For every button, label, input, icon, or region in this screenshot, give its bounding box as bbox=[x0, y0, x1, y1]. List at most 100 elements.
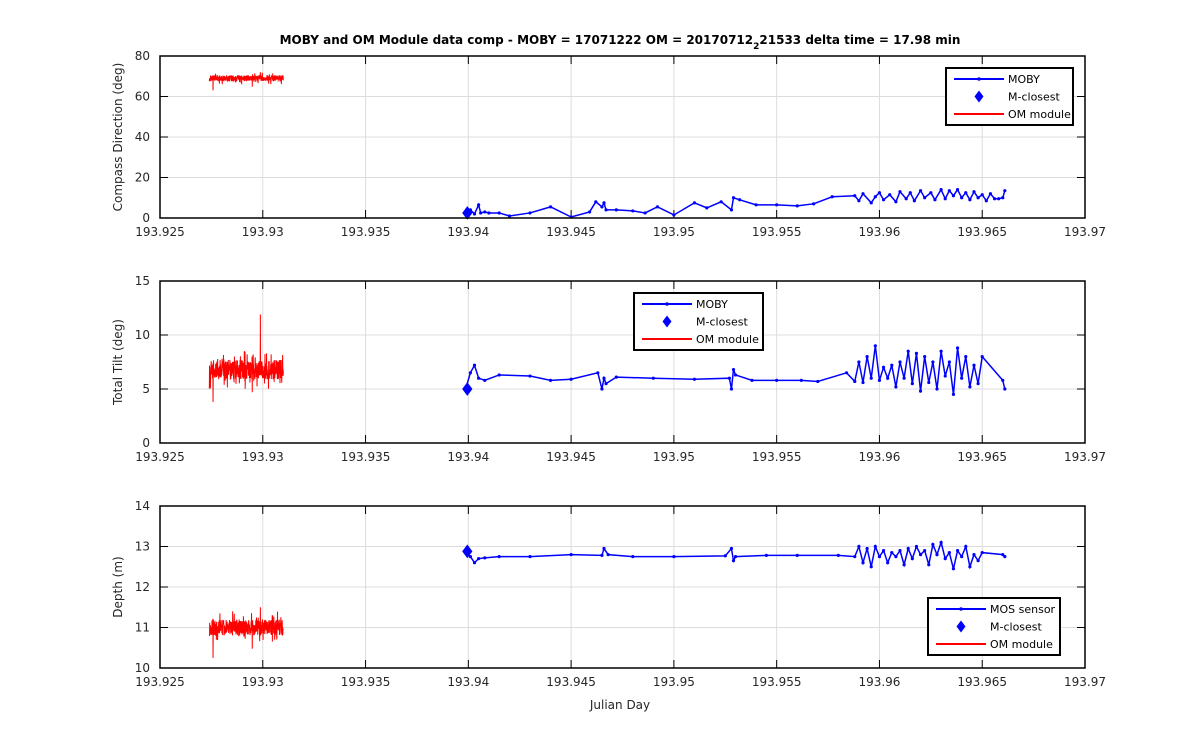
x-tick-label: 193.97 bbox=[1064, 225, 1106, 239]
moby-point bbox=[988, 192, 993, 196]
mos-sensor-point bbox=[764, 553, 768, 558]
moby-point bbox=[857, 199, 861, 203]
moby-point bbox=[923, 196, 927, 200]
mos-sensor-point bbox=[1003, 555, 1007, 559]
y-axis-label: Total Tilt (deg) bbox=[111, 319, 125, 406]
moby-point bbox=[483, 210, 487, 214]
moby-point bbox=[479, 211, 483, 215]
m-closest-marker bbox=[462, 382, 473, 396]
moby-point bbox=[655, 205, 660, 209]
x-tick-label: 193.935 bbox=[341, 675, 391, 689]
title-tail: 21533 delta time = 17.98 min bbox=[759, 33, 960, 47]
x-tick-label: 193.945 bbox=[546, 675, 596, 689]
mos-sensor-point bbox=[733, 555, 738, 559]
title-subscript: 2 bbox=[753, 42, 759, 52]
x-tick-label: 193.955 bbox=[752, 675, 802, 689]
moby-point bbox=[927, 380, 931, 385]
x-tick-label: 193.945 bbox=[546, 450, 596, 464]
moby-point bbox=[890, 363, 894, 367]
mos-sensor-point bbox=[672, 555, 676, 559]
moby-point bbox=[731, 196, 736, 200]
x-tick-label: 193.925 bbox=[135, 675, 185, 689]
moby-point bbox=[908, 191, 912, 195]
mos-sensor-point bbox=[906, 546, 910, 551]
moby-point bbox=[939, 349, 943, 353]
y-axis-label: Compass Direction (deg) bbox=[111, 63, 125, 212]
mos-sensor-point bbox=[528, 555, 532, 559]
mos-sensor-point bbox=[483, 556, 487, 560]
moby-point bbox=[602, 201, 606, 205]
mos-sensor-point bbox=[861, 561, 865, 565]
moby-point bbox=[902, 376, 906, 380]
moby-point bbox=[984, 199, 988, 203]
mos-sensor-point bbox=[927, 563, 931, 567]
moby-point bbox=[487, 211, 491, 215]
y-tick-label: 5 bbox=[142, 382, 150, 396]
mos-sensor-point bbox=[931, 542, 935, 547]
moby-point bbox=[886, 376, 890, 380]
moby-point bbox=[960, 376, 964, 380]
x-tick-label: 193.95 bbox=[653, 675, 695, 689]
mos-sensor-point bbox=[795, 553, 799, 558]
moby-point bbox=[775, 378, 779, 382]
legend: MOBY M-closest OM module bbox=[945, 67, 1074, 126]
mos-sensor-point bbox=[836, 553, 840, 558]
moby-point bbox=[1001, 378, 1005, 382]
moby-point bbox=[955, 188, 960, 192]
x-tick-label: 193.96 bbox=[858, 675, 900, 689]
moby-point bbox=[861, 380, 865, 385]
mos-sensor-point bbox=[723, 554, 727, 558]
moby-point bbox=[830, 195, 834, 199]
moby-point bbox=[497, 373, 501, 377]
mos-sensor-point bbox=[857, 544, 861, 549]
moby-point bbox=[472, 363, 477, 367]
moby-point bbox=[731, 367, 736, 372]
y-tick-label: 80 bbox=[135, 49, 150, 63]
moby-point bbox=[705, 206, 709, 210]
depth-subplot: 193.925 193.93 193.935 193.94 193.945 193.95 1… bbox=[111, 499, 1106, 689]
moby-point bbox=[600, 205, 604, 209]
mos-sensor-point bbox=[980, 550, 984, 555]
mos-sensor-point bbox=[881, 548, 886, 553]
moby-point bbox=[933, 198, 937, 202]
y-tick-label: 10 bbox=[135, 328, 150, 342]
mos-sensor-point bbox=[877, 555, 882, 559]
legend-mos-sensor-label: MOS sensor bbox=[990, 603, 1056, 616]
mos-sensor-point bbox=[853, 555, 857, 559]
mos-sensor-point bbox=[955, 548, 960, 553]
legend-mos-sensor-dot bbox=[959, 607, 963, 611]
moby-point bbox=[604, 382, 608, 386]
moby-point bbox=[816, 379, 820, 384]
plot-area bbox=[160, 281, 1085, 443]
moby-point bbox=[812, 202, 816, 206]
mos-sensor-point bbox=[886, 561, 890, 565]
moby-point bbox=[929, 191, 933, 195]
legend-m-closest-marker bbox=[974, 90, 984, 103]
x-tick-label: 193.93 bbox=[242, 675, 284, 689]
x-tick-label: 193.95 bbox=[653, 450, 695, 464]
moby-point bbox=[497, 211, 501, 215]
moby-point bbox=[853, 379, 857, 384]
mos-sensor-point bbox=[935, 553, 939, 557]
x-tick-label: 193.96 bbox=[858, 450, 900, 464]
moby-point bbox=[594, 200, 598, 204]
moby-point bbox=[548, 378, 553, 382]
moby-point bbox=[888, 193, 892, 197]
y-tick-label: 20 bbox=[135, 171, 150, 185]
y-tick-label: 10 bbox=[135, 661, 150, 675]
moby-point bbox=[935, 387, 939, 391]
x-tick-label: 193.96 bbox=[858, 225, 900, 239]
x-tick-label: 193.95 bbox=[653, 225, 695, 239]
moby-point bbox=[912, 199, 916, 203]
x-tick-label: 193.925 bbox=[135, 450, 185, 464]
mos-sensor-point bbox=[964, 544, 968, 549]
moby-point bbox=[894, 200, 898, 204]
moby-point bbox=[968, 198, 972, 202]
moby-point bbox=[775, 203, 779, 207]
moby-point bbox=[799, 378, 803, 382]
moby-point bbox=[643, 211, 647, 215]
moby-point bbox=[729, 208, 734, 212]
x-tick-label: 193.945 bbox=[546, 225, 596, 239]
moby-point bbox=[931, 360, 935, 364]
mos-sensor-point bbox=[951, 567, 956, 571]
